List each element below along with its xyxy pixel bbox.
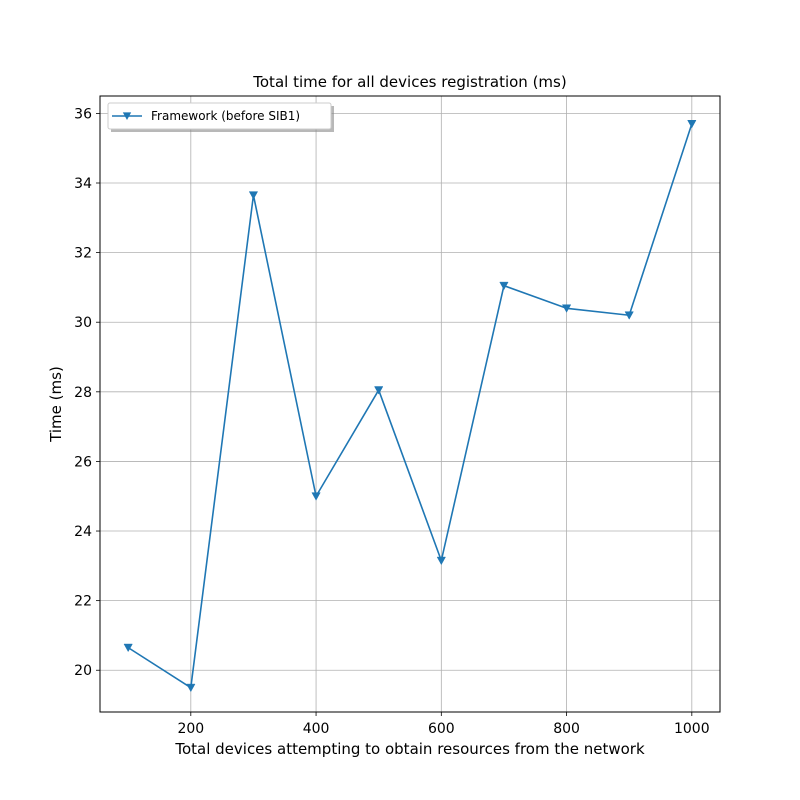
data-point-marker: [624, 311, 634, 320]
legend-marker: [122, 112, 132, 120]
data-point-marker: [499, 281, 509, 291]
series-layer: [123, 120, 697, 693]
data-point-marker: [687, 120, 697, 129]
y-tick-label: 36: [74, 106, 92, 122]
y-tick-label: 32: [74, 246, 92, 262]
data-point-marker: [311, 492, 321, 501]
y-tick-label: 22: [74, 594, 92, 610]
x-tick-label: 400: [303, 721, 330, 737]
plot-frame: [99, 95, 721, 713]
series-line: [127, 123, 693, 689]
x-tick-label: 200: [177, 721, 204, 737]
chart-title: Total time for all devices registration …: [252, 73, 566, 91]
data-point-marker: [374, 386, 384, 395]
data-point-marker: [248, 191, 259, 200]
y-tick-label: 24: [74, 524, 92, 540]
x-tick-label: 600: [428, 721, 455, 737]
legend-label: Framework (before SIB1): [151, 109, 300, 123]
data-point-marker: [436, 556, 446, 566]
y-tick-label: 28: [74, 385, 92, 401]
y-tick-label: 26: [74, 454, 92, 470]
data-point-marker: [123, 643, 133, 653]
y-tick-label: 34: [74, 176, 92, 192]
legend: Framework (before SIB1): [107, 102, 334, 132]
ticks-layer: 200 400 600 800 1000 20 22 24 26 28 30 32 34 36: [74, 106, 709, 737]
x-tick-label: 800: [553, 721, 580, 737]
y-tick-label: 30: [74, 315, 92, 331]
grid: [100, 96, 720, 712]
data-point-marker: [186, 683, 196, 693]
data-point-marker: [561, 304, 572, 313]
y-axis-label: Time (ms): [47, 366, 65, 443]
x-tick-label: 1000: [674, 721, 710, 737]
y-tick-label: 20: [74, 663, 92, 679]
x-axis-label: Total devices attempting to obtain resou…: [174, 740, 645, 758]
legend-box: [107, 102, 332, 130]
